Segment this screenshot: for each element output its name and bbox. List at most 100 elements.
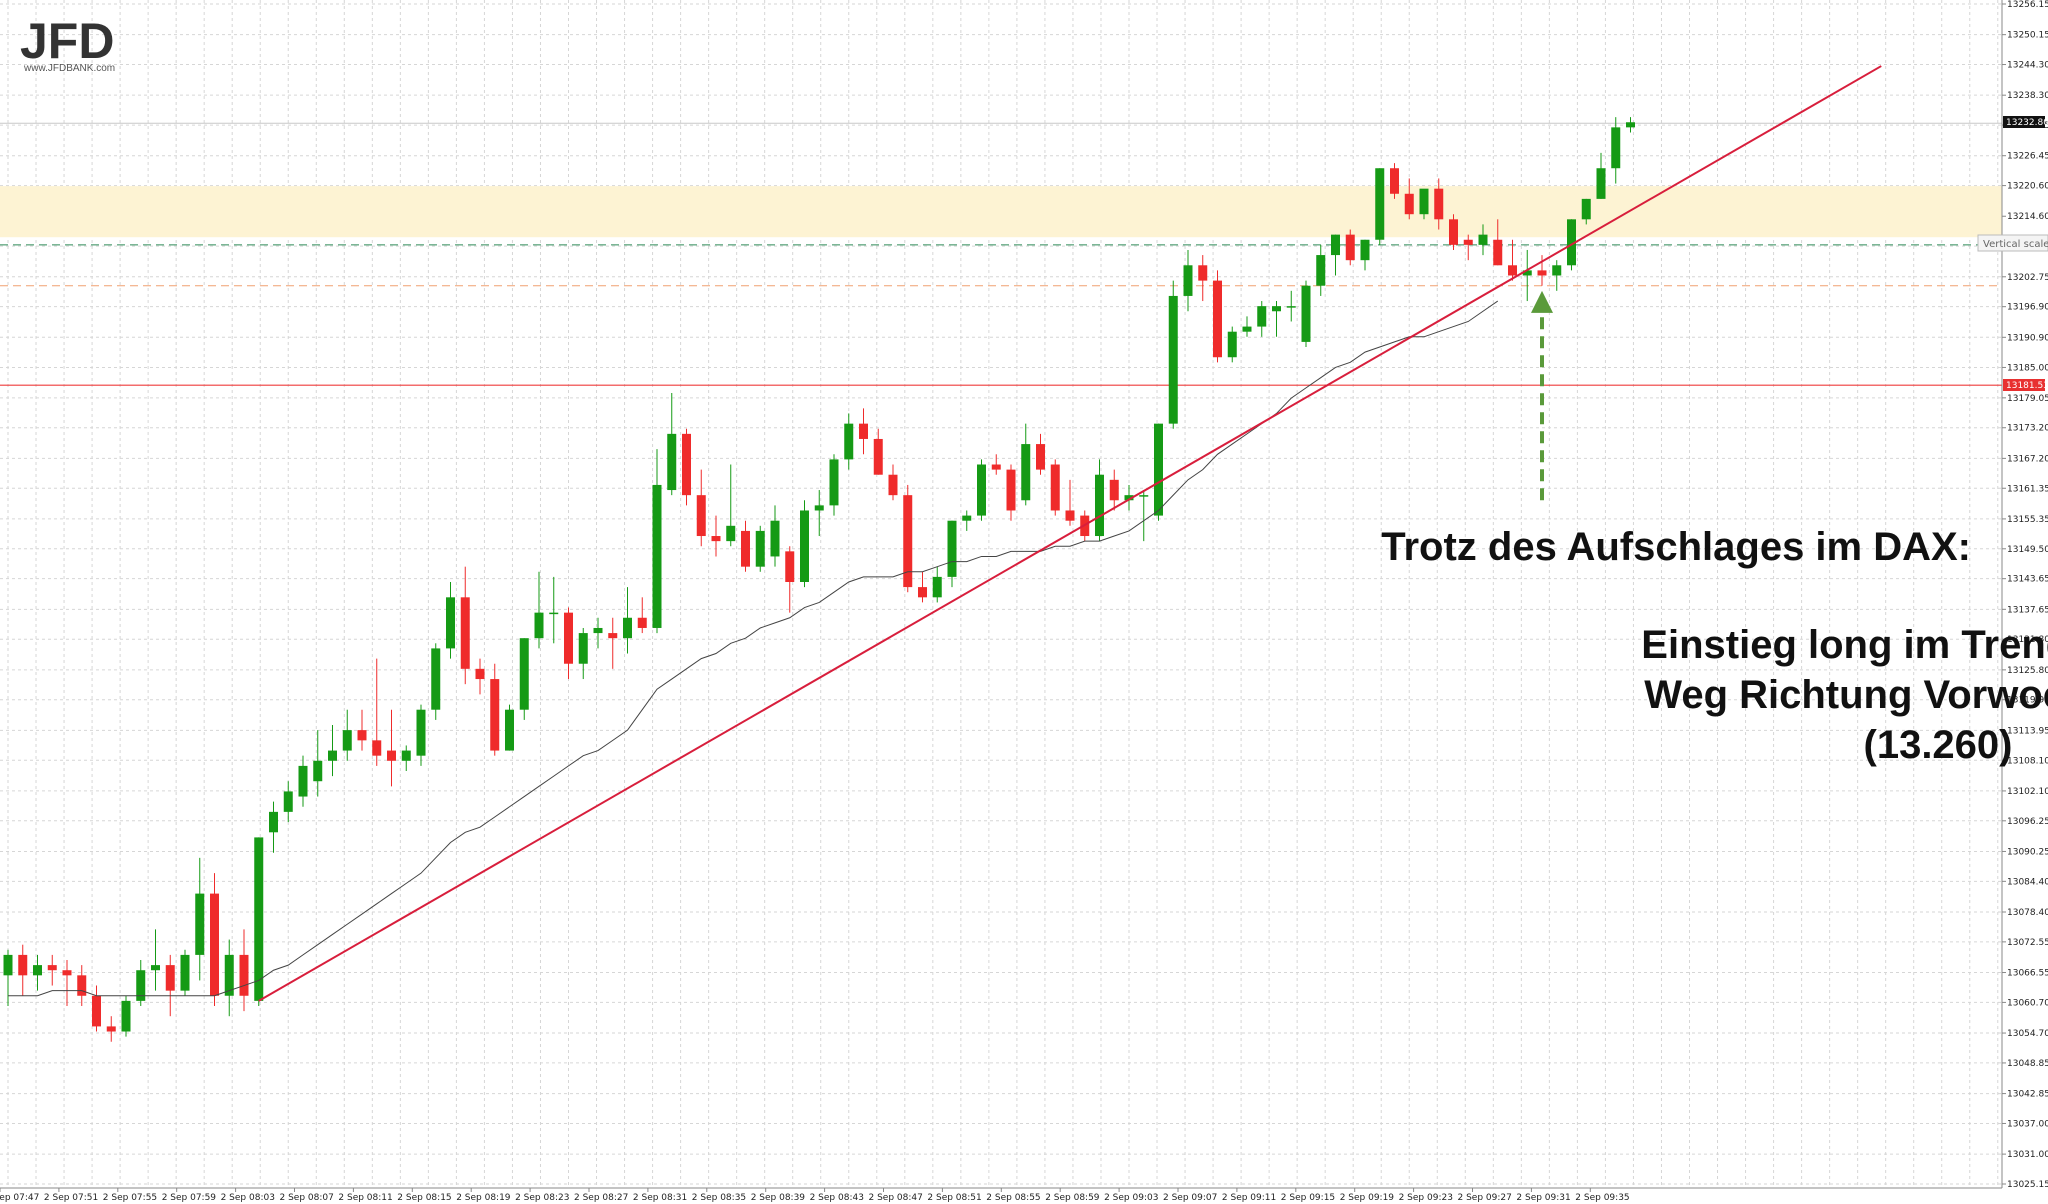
resistance-price-text: 13181.53 xyxy=(2006,381,2048,391)
y-tick-label: 13048.85 xyxy=(2007,1059,2048,1069)
candle xyxy=(505,704,514,751)
candle-body xyxy=(1567,219,1576,266)
candle-body xyxy=(1463,239,1473,245)
candle-body xyxy=(77,975,87,996)
candle-body xyxy=(1375,168,1385,240)
candle xyxy=(785,546,795,613)
candle xyxy=(1227,326,1237,363)
candle-body xyxy=(1095,474,1104,537)
candle-body xyxy=(1065,510,1075,521)
y-tick-label: 13125.80 xyxy=(2007,666,2048,676)
candle xyxy=(298,755,308,807)
candle xyxy=(844,413,854,470)
x-tick-label: 2 Sep 09:03 xyxy=(1104,1193,1158,1203)
y-tick-label: 13084.40 xyxy=(2007,877,2048,887)
candle-body xyxy=(1036,444,1045,470)
candle xyxy=(1508,239,1517,281)
candle xyxy=(1611,117,1621,184)
candle xyxy=(1213,270,1222,363)
candle-body xyxy=(1449,219,1458,245)
y-tick-label: 13042.85 xyxy=(2007,1090,2048,1100)
candle-body xyxy=(165,965,175,991)
candle xyxy=(755,525,765,572)
candle-body xyxy=(534,612,544,639)
candle xyxy=(92,985,101,1032)
candle xyxy=(623,587,632,654)
annotation: Trotz des Aufschlages im DAX: Einstieg l… xyxy=(1381,525,2048,767)
candle xyxy=(460,566,470,685)
candle xyxy=(1242,316,1252,337)
x-tick-label: 2 Sep 08:35 xyxy=(692,1193,746,1203)
x-tick-label: 2 Sep 08:55 xyxy=(986,1193,1040,1203)
y-tick-label: 13161.35 xyxy=(2007,484,2048,494)
x-tick-label: 2 Sep 08:39 xyxy=(751,1193,806,1203)
candle-body xyxy=(1626,122,1635,128)
candle-body xyxy=(328,750,337,761)
candle-body xyxy=(136,970,146,1001)
y-tick-label: 13131.80 xyxy=(2007,635,2048,645)
resistance-zone xyxy=(0,186,2002,238)
candle xyxy=(1537,255,1547,286)
candle-body xyxy=(1168,295,1178,424)
candle-body xyxy=(1508,265,1517,276)
candle-body xyxy=(741,530,750,567)
candle xyxy=(1021,423,1031,506)
candle xyxy=(1360,239,1370,271)
candle xyxy=(269,801,278,853)
candle xyxy=(1478,224,1488,256)
candle-body xyxy=(1139,495,1149,497)
x-tick-label: 2 Sep 09:35 xyxy=(1575,1193,1629,1203)
candle-body xyxy=(387,750,396,761)
annotation-line2: Einstieg long im Trend auf dem xyxy=(1641,623,2048,667)
y-tick-label: 13102.10 xyxy=(2007,787,2048,797)
candle xyxy=(1552,260,1562,291)
candle xyxy=(534,571,544,649)
candle-body xyxy=(357,730,367,741)
chart-grid xyxy=(0,0,2002,1188)
candle-body xyxy=(195,893,205,955)
y-tick-label: 13060.70 xyxy=(2007,998,2048,1008)
candle-body xyxy=(696,495,706,537)
y-tick-label: 13190.90 xyxy=(2007,333,2048,343)
vertical-scale-text: Vertical scale xyxy=(1983,239,2048,250)
x-tick-label: 2 Sep 08:07 xyxy=(280,1193,334,1203)
candle-body xyxy=(873,438,883,475)
candle-body xyxy=(991,464,1001,470)
candle xyxy=(165,954,175,1017)
candle xyxy=(47,954,57,986)
y-tick-label: 13202.75 xyxy=(2007,273,2048,283)
candle-body xyxy=(1242,326,1252,332)
candle xyxy=(195,857,205,981)
candle xyxy=(151,929,160,991)
candle xyxy=(770,505,780,567)
candle xyxy=(342,709,352,761)
candle-body xyxy=(3,954,13,976)
candle-body xyxy=(1213,280,1222,358)
candle xyxy=(254,837,264,1006)
candle-body xyxy=(1154,423,1163,516)
y-tick-label: 13214.60 xyxy=(2007,212,2048,222)
candle xyxy=(401,745,411,771)
y-tick-label: 13031.00 xyxy=(2007,1150,2048,1160)
candle-body xyxy=(416,709,426,756)
candle-body xyxy=(1360,239,1370,261)
candle-body xyxy=(1493,239,1503,266)
candle-body xyxy=(121,1000,131,1032)
candle xyxy=(1404,178,1414,220)
candle-body xyxy=(608,633,618,639)
candle xyxy=(859,408,868,455)
candle xyxy=(888,464,898,501)
candle-body xyxy=(62,970,72,976)
candle-body xyxy=(1227,331,1237,358)
candle xyxy=(564,607,573,680)
candle xyxy=(1626,117,1635,133)
candle-body xyxy=(1331,234,1340,256)
candle-body xyxy=(549,612,559,615)
candle-body xyxy=(1050,464,1060,511)
candle-body xyxy=(1552,265,1562,276)
candle xyxy=(1434,178,1444,230)
candle-body xyxy=(1183,265,1193,296)
vertical-scale-tag[interactable]: Vertical scale xyxy=(1977,234,2048,252)
annotation-line1: Trotz des Aufschlages im DAX: xyxy=(1381,525,1971,569)
candle xyxy=(1286,290,1296,322)
